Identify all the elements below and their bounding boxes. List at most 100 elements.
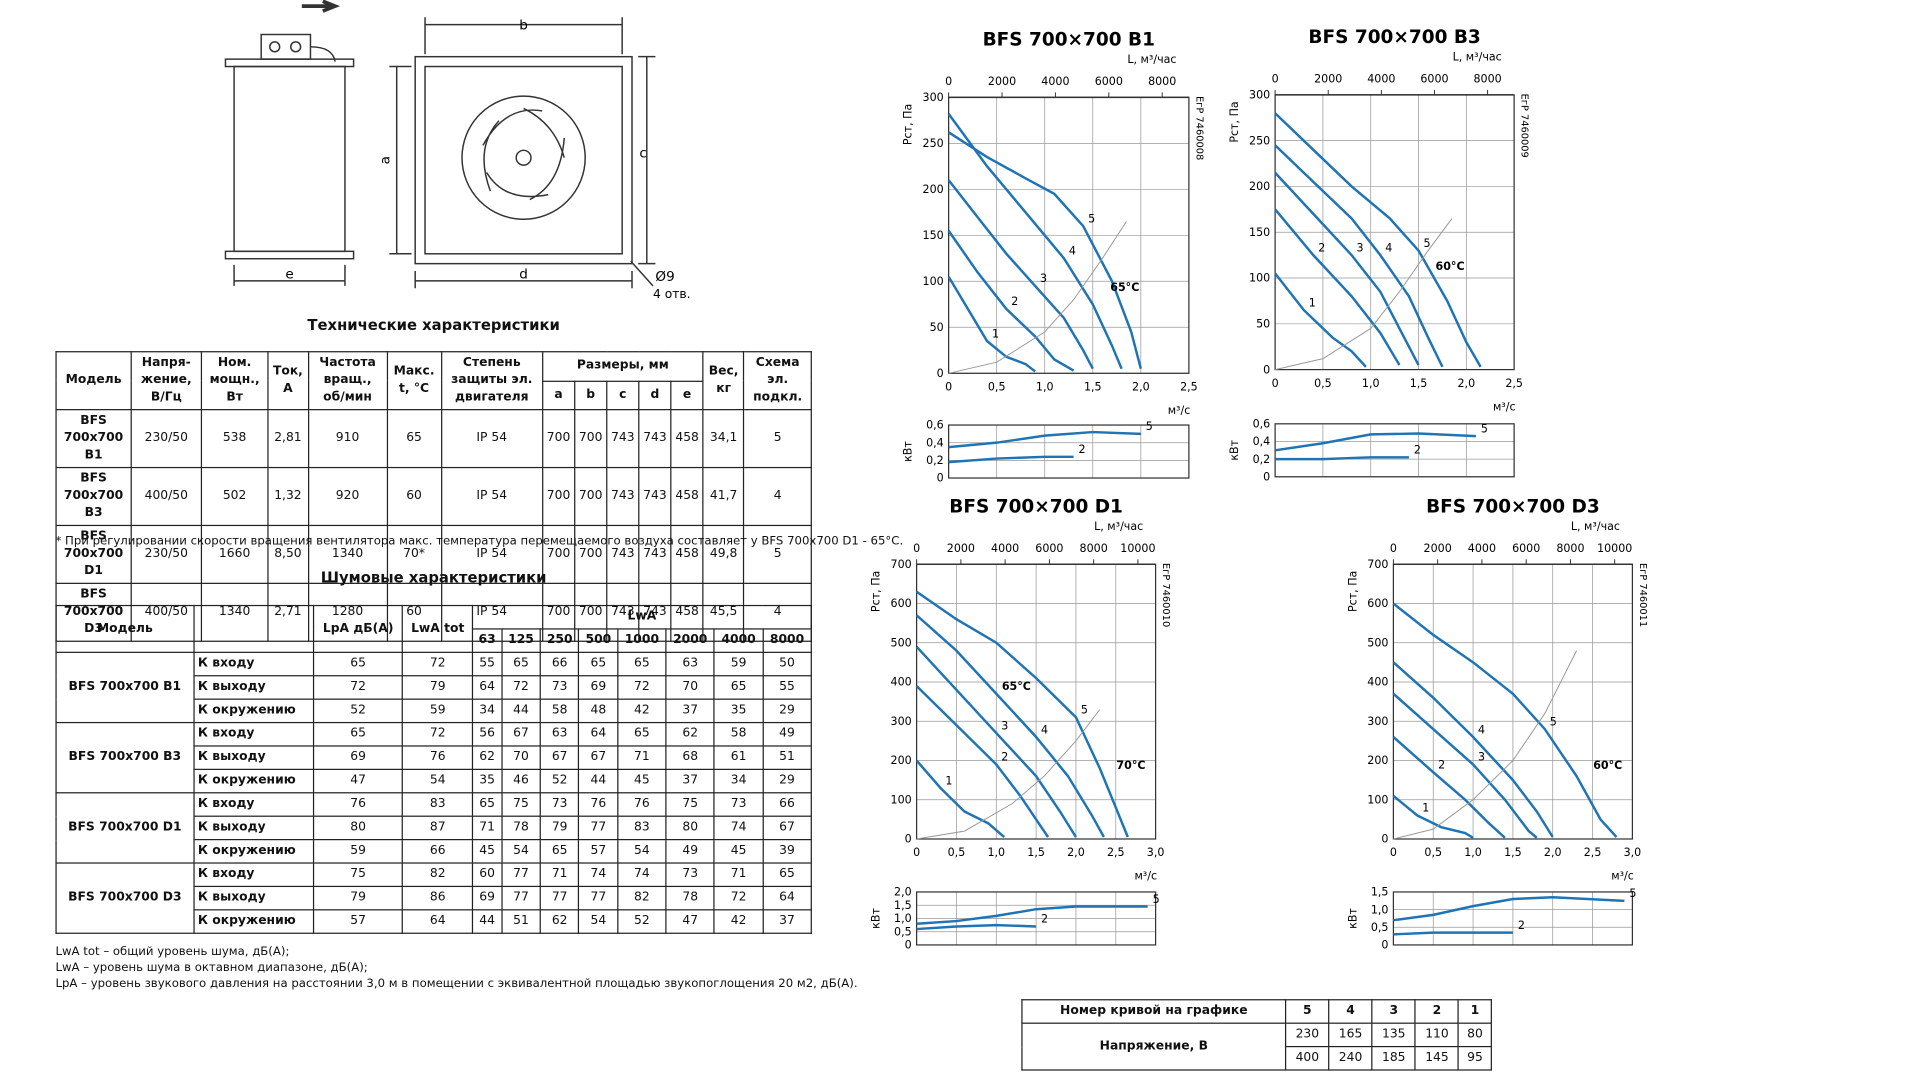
x-tick-label: 1,5 (1084, 381, 1102, 394)
curve (1393, 896, 1625, 922)
table-cell: 44 (501, 698, 541, 724)
x-tick-label: 1,0 (1362, 377, 1380, 390)
x2-tick-label: 6000 (1035, 542, 1063, 555)
header-cell: 250 (539, 628, 580, 653)
power-tick-label: 0 (937, 472, 944, 485)
table-cell: 72 (402, 721, 474, 747)
header-cell: Частота вращ., об/мин (307, 351, 388, 411)
curve (915, 614, 1105, 838)
header-cell: 3 (1371, 999, 1416, 1024)
table-cell: 76 (402, 745, 474, 770)
annotation: 65°С (1110, 281, 1139, 294)
y-tick-label: 150 (1249, 226, 1270, 239)
dim-label: b (519, 18, 528, 34)
curve (915, 590, 1129, 838)
table-cell: 700 (541, 409, 576, 469)
y-tick-label: 250 (1249, 134, 1270, 147)
power-tick-label: 0,5 (894, 925, 912, 938)
curve (1392, 602, 1618, 838)
x-tick-label: 3,0 (1624, 846, 1642, 859)
table-cell: 82 (617, 885, 667, 911)
chart-title: BFS 700×700 D3 (1426, 497, 1600, 518)
curve (915, 645, 1077, 838)
x-tick-label: 1,0 (987, 846, 1005, 859)
curve-label: 4 (1069, 245, 1076, 258)
table-row: К выходу 79 86 69 77 77 77 82 78 72 64 (56, 885, 812, 911)
x-tick-label: 2,0 (1132, 381, 1150, 394)
table-row: BFS 700x700 B1 230/50 538 2,81 910 65 IP 54 700… (55, 409, 812, 469)
table-cell: 55 (472, 651, 503, 677)
power-tick-label: 0,5 (1371, 921, 1389, 934)
power-tick-label: 1,5 (1371, 886, 1389, 899)
table-cell: 67 (539, 745, 580, 770)
header-cell: 4 (1328, 999, 1373, 1024)
table-cell: 45 (472, 838, 503, 864)
y-axis-label: Рст, Па (902, 104, 915, 145)
header-cell: Модель (55, 604, 195, 653)
power-axis-label: кВт (1346, 908, 1359, 929)
footnote: * При регулировании скорости вращения ве… (55, 534, 904, 549)
table-cell: 52 (539, 768, 580, 794)
curve (916, 923, 1037, 931)
x2-tick-label: 4000 (1367, 73, 1395, 86)
x2-tick-label: 2000 (1424, 542, 1452, 555)
table-cell: 49 (665, 838, 716, 864)
table-cell: 75 (312, 862, 404, 888)
y-tick-label: 100 (923, 275, 944, 288)
table-cell: 62 (539, 909, 580, 934)
power-tick-label: 0,4 (1253, 435, 1271, 448)
table-cell: 57 (312, 909, 404, 934)
table-cell: 67 (578, 745, 619, 770)
table-cell: 72 (617, 675, 667, 700)
x-tick-label: 0 (1272, 377, 1279, 390)
table-cell: IP 54 (440, 524, 544, 584)
table-cell: 79 (312, 885, 404, 911)
header-cell: 500 (578, 628, 619, 653)
header-cell: a (541, 380, 576, 411)
table-cell: 72 (312, 675, 404, 700)
curve-label: 5 (1550, 715, 1557, 728)
table-cell: 37 (665, 698, 716, 724)
table-cell: 230/50 (130, 524, 203, 584)
table-cell: 46 (501, 768, 541, 794)
dim-label: d (519, 266, 528, 282)
table-cell: 743 (638, 524, 672, 584)
x2-tick-label: 6000 (1512, 542, 1540, 555)
curve-label: 2 (1001, 751, 1008, 764)
curve (915, 759, 1006, 838)
tech-table: Модель Напря-жение, В/Гц Ном. мощн., Вт Ток… (55, 351, 812, 642)
curve (915, 685, 1050, 838)
table-cell: 39 (762, 838, 812, 864)
table-cell: 66 (762, 792, 812, 817)
row-label: Напряжение, В (1021, 1022, 1287, 1071)
power-tick-label: 0,2 (1253, 453, 1271, 466)
table-cell: 66 (539, 651, 580, 677)
header-cell: Модель (55, 351, 132, 411)
table-cell: 70 (501, 745, 541, 770)
code-label: ЕгР 7460011 (1637, 563, 1648, 627)
table-cell: 49 (762, 721, 812, 747)
header-row: Модель LpA дБ(А) LwA tot LwA (55, 604, 812, 653)
table-cell: 69 (472, 885, 503, 911)
header-cell: LwA (471, 604, 812, 630)
voltage-table: Номер кривой на графике 5 4 3 2 1 Напряжение, … (1021, 999, 1492, 1071)
table-cell: 1660 (200, 524, 269, 584)
x-tick-label: 0 (945, 381, 952, 394)
power-frame (1274, 423, 1515, 478)
curve-label: 5 (1423, 237, 1430, 250)
y-tick-label: 300 (1367, 715, 1388, 728)
table-cell: 145 (1414, 1045, 1460, 1071)
curve-label: 3 (1478, 751, 1485, 764)
table-cell: 59 (713, 651, 764, 677)
table-cell: 29 (762, 698, 812, 724)
x2-tick-label: 8000 (1148, 75, 1176, 88)
curve (948, 430, 1141, 449)
power-frame (915, 891, 1157, 946)
table-cell: 86 (402, 885, 474, 911)
header-row: Модель Напря-жение, В/Гц Ном. мощн., Вт Ток… (55, 351, 812, 411)
table-cell: 34,1 (702, 409, 745, 469)
code-label: ЕгР 7460008 (1193, 96, 1204, 160)
x2-tick-label: 6000 (1420, 73, 1448, 86)
model-cell: BFS 700x700 D3 (55, 862, 195, 934)
table-cell: 29 (762, 768, 812, 794)
